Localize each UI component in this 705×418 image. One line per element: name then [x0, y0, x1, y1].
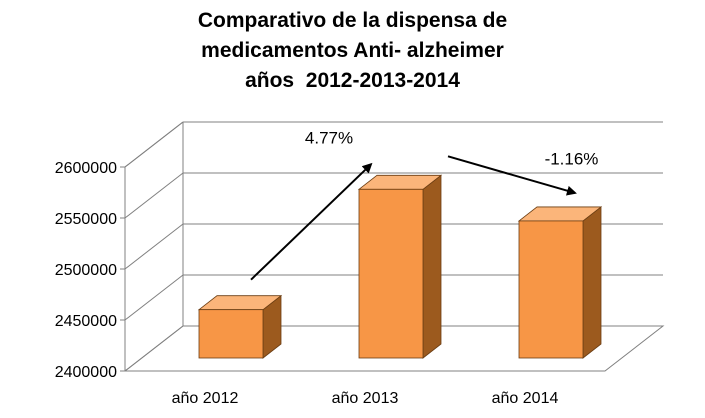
- bar: [518, 220, 584, 359]
- gridline-side: [124, 325, 184, 372]
- y-tick-label: 2550000: [55, 211, 117, 228]
- bar-side: [422, 174, 442, 359]
- bar: [358, 188, 424, 359]
- category-label: año 2013: [332, 390, 399, 407]
- annotation-label: -1.16%: [545, 149, 599, 168]
- y-tick-label: 2450000: [55, 313, 117, 330]
- annotations: 4.77% -1.16%: [250, 128, 599, 281]
- bars: [197, 174, 603, 359]
- y-tick-label: 2400000: [55, 364, 117, 381]
- x-axis: año 2012 año 2013 año 2014: [172, 390, 559, 407]
- gridline-side: [124, 121, 184, 168]
- bar: [198, 309, 264, 359]
- category-label: año 2014: [492, 390, 559, 407]
- gridline-side: [124, 274, 184, 321]
- gridline-side: [124, 223, 184, 270]
- annotation-arrow: [250, 162, 373, 281]
- chart-title-line-2: medicamentos Anti- alzheimer: [201, 39, 504, 62]
- y-axis: 2400000 2450000 2500000 2550000 2600000: [55, 160, 126, 381]
- gridline-side: [124, 172, 184, 219]
- category-label: año 2012: [172, 390, 239, 407]
- chart-title-line-1: Comparativo de la dispensa de: [197, 9, 508, 32]
- chart-title: Comparativo de la dispensa de medicament…: [0, 6, 705, 96]
- y-tick-label: 2600000: [55, 160, 117, 177]
- chart-title-line-3: años 2012-2013-2014: [245, 69, 460, 92]
- annotation-label: 4.77%: [305, 128, 353, 147]
- bar-side: [582, 206, 602, 359]
- y-tick-label: 2500000: [55, 262, 117, 279]
- annotation-arrow: [447, 155, 577, 196]
